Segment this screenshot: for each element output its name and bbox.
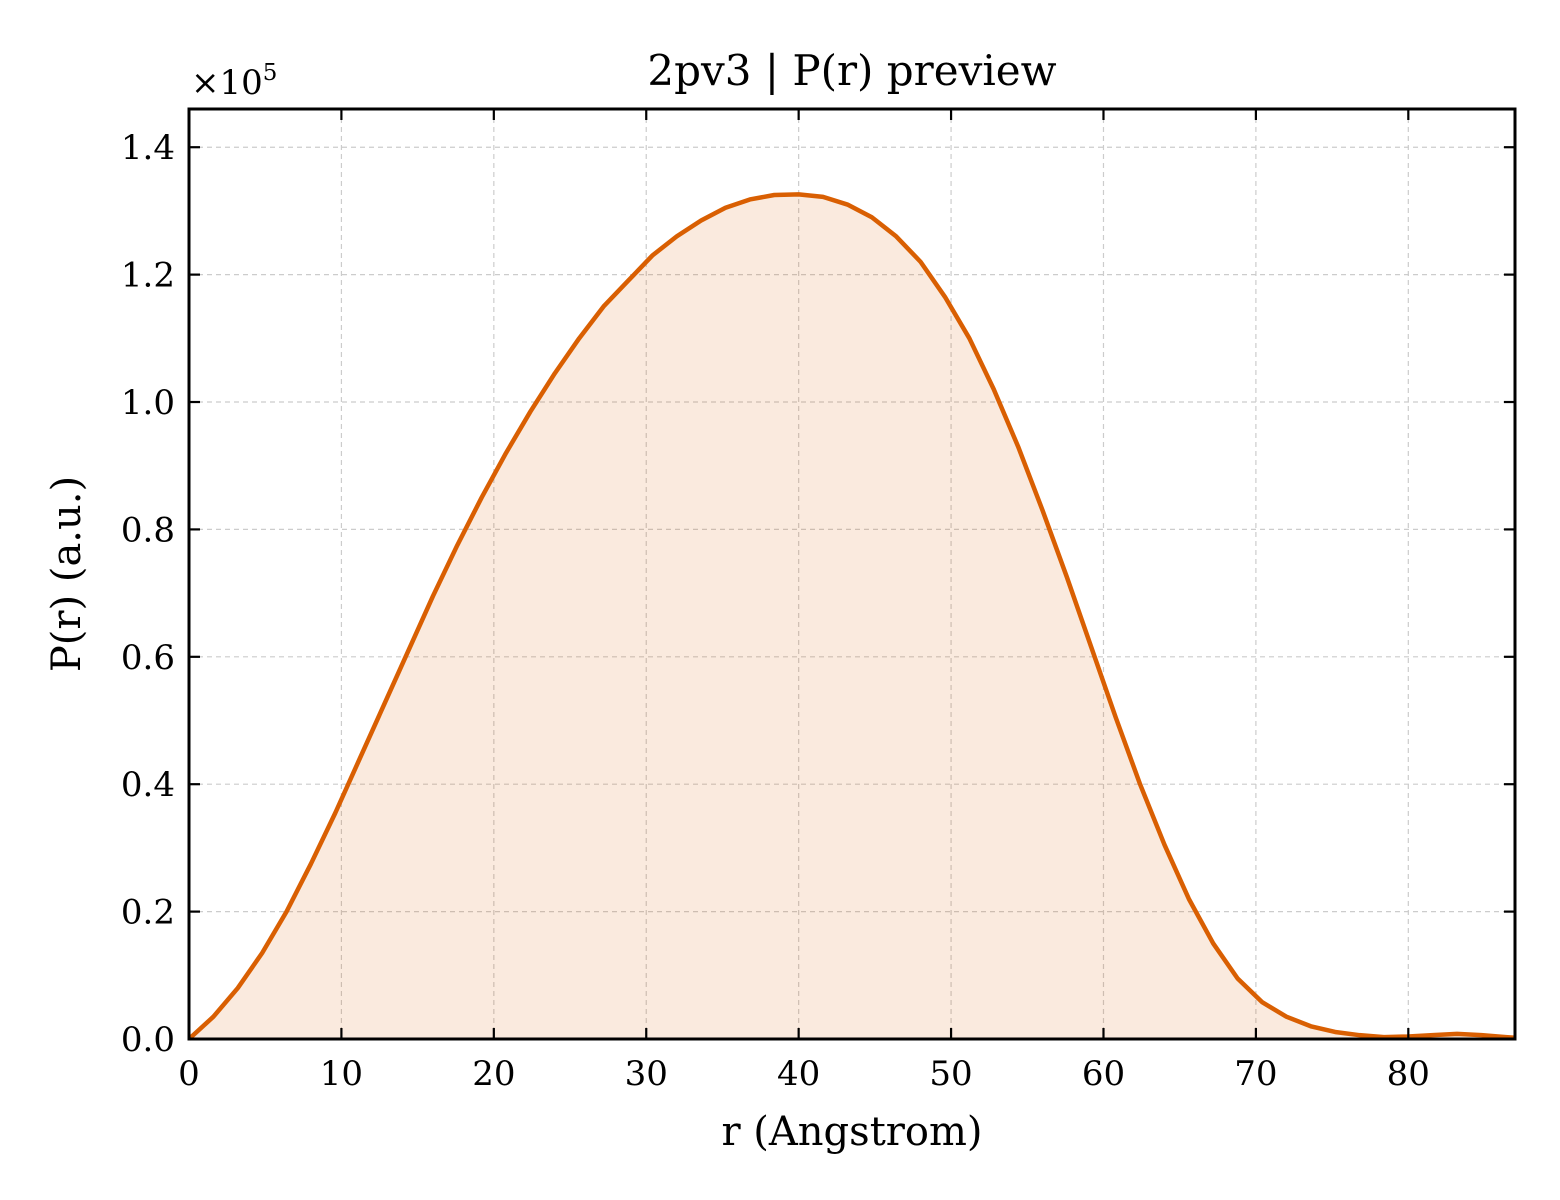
- x-tick-label: 50: [929, 1054, 972, 1094]
- x-tick-label: 80: [1387, 1054, 1430, 1094]
- x-axis: 0 10 20 30 40 50 60 70 80: [178, 109, 1430, 1094]
- grid: [189, 109, 1515, 1039]
- y-scale-multiplier: ×105: [191, 60, 277, 103]
- y-tick-label: 1.2: [121, 256, 175, 296]
- y-tick-label: 0.0: [121, 1020, 175, 1060]
- x-tick-label: 20: [472, 1054, 515, 1094]
- y-tick-label: 0.8: [121, 510, 175, 550]
- x-tick-label: 0: [178, 1054, 200, 1094]
- pr-series-line: [187, 192, 1516, 1041]
- x-tick-label: 70: [1234, 1054, 1277, 1094]
- y-tick-label: 0.4: [121, 765, 175, 805]
- chart-title: 2pv3 | P(r) preview: [647, 46, 1056, 95]
- y-scale-base: ×10: [191, 63, 263, 103]
- y-tick-label: 1.0: [121, 383, 175, 423]
- x-tick-label: 30: [625, 1054, 668, 1094]
- pr-area-fill: [189, 194, 1515, 1040]
- y-axis: 0.0 0.2 0.4 0.6 0.8 1.0 1.2 1.4: [121, 128, 1515, 1060]
- y-tick-label: 0.2: [121, 893, 175, 933]
- plot-frame: [187, 107, 1517, 1041]
- x-axis-label: r (Angstrom): [721, 1109, 982, 1155]
- x-tick-label: 60: [1082, 1054, 1125, 1094]
- x-tick-label: 10: [320, 1054, 363, 1094]
- y-tick-label: 1.4: [121, 128, 175, 168]
- y-tick-label: 0.6: [121, 638, 175, 678]
- y-axis-label: P(r) (a.u.): [44, 476, 90, 672]
- x-tick-label: 40: [777, 1054, 820, 1094]
- y-scale-exponent: 5: [263, 60, 278, 86]
